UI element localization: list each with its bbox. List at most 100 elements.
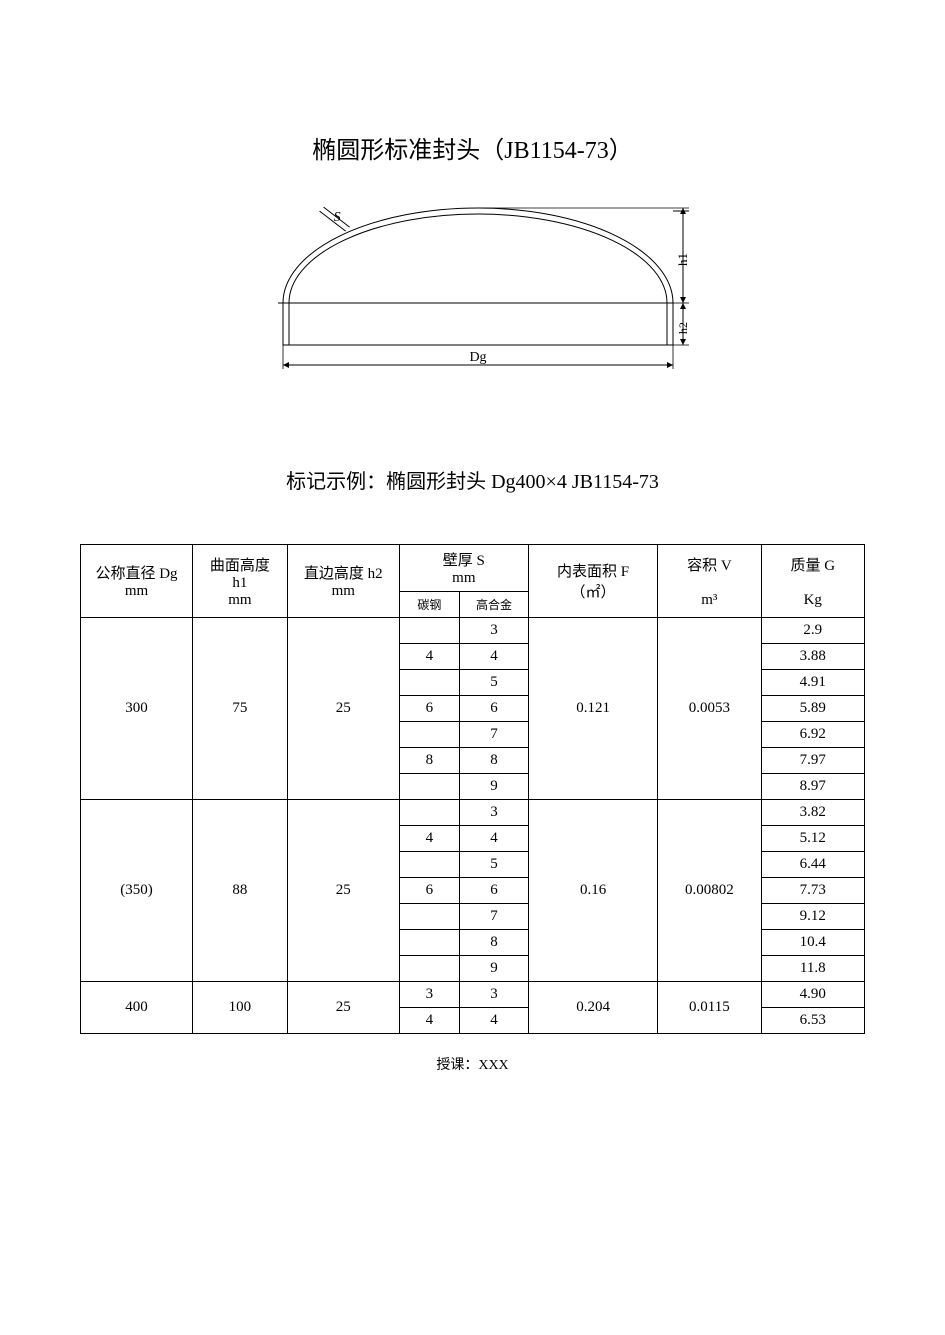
cell-s-carbon (399, 774, 459, 800)
col-h2-l1: 直边高度 h2 (304, 566, 383, 582)
cell-s-alloy: 4 (460, 644, 529, 670)
col-f-l2: （㎡） (571, 585, 616, 601)
cell-s-alloy: 9 (460, 774, 529, 800)
marking-example: 标记示例：椭圆形封头 Dg400×4 JB1154-73 (80, 465, 865, 494)
cell-s-alloy: 6 (460, 696, 529, 722)
col-s-carbon: 碳钢 (399, 592, 459, 618)
col-h2: 直边高度 h2 mm (287, 545, 399, 618)
svg-text:h1: h1 (675, 253, 690, 266)
col-dg-l2: mm (125, 583, 148, 599)
cell-s-carbon (399, 956, 459, 982)
col-s-alloy: 高合金 (460, 592, 529, 618)
col-v-l1: 容积 V (687, 558, 732, 574)
col-h1: 曲面高度 h1 mm (192, 545, 287, 618)
col-f: 内表面积 F （㎡） (528, 545, 657, 618)
col-v: 容积 V m³ (658, 545, 761, 618)
table-row: 300752530.1210.00532.9 (81, 618, 865, 644)
cell-g: 8.97 (761, 774, 864, 800)
cell-g: 6.53 (761, 1008, 864, 1034)
cell-dg: (350) (81, 800, 193, 982)
cell-s-alloy: 4 (460, 1008, 529, 1034)
elliptical-head-diagram: Sh1 h2 Dg (253, 195, 693, 385)
cell-v: 0.0053 (658, 618, 761, 800)
cell-f: 0.16 (528, 800, 657, 982)
cell-s-alloy: 3 (460, 618, 529, 644)
cell-g: 5.12 (761, 826, 864, 852)
svg-text:h2: h2 (676, 322, 690, 334)
footer-credit: 授课：XXX (80, 1054, 865, 1074)
col-h1-l1: 曲面高度 (210, 558, 270, 574)
table-header: 公称直径 Dg mm 曲面高度 h1 mm 直边高度 h2 mm 壁厚 S mm (81, 545, 865, 618)
cell-s-carbon: 6 (399, 696, 459, 722)
cell-s-alloy: 9 (460, 956, 529, 982)
table-row: 40010025330.2040.01154.90 (81, 982, 865, 1008)
table-body: 300752530.1210.00532.9443.8854.91665.897… (81, 618, 865, 1034)
cell-g: 2.9 (761, 618, 864, 644)
cell-s-carbon: 4 (399, 644, 459, 670)
cell-s-alloy: 3 (460, 800, 529, 826)
col-h1-l2: h1 (232, 575, 247, 591)
col-h2-l2: mm (332, 583, 355, 599)
svg-text:Dg: Dg (469, 350, 486, 365)
cell-g: 5.89 (761, 696, 864, 722)
cell-v: 0.00802 (658, 800, 761, 982)
col-g-l1: 质量 G (790, 558, 835, 574)
cell-h2: 25 (287, 618, 399, 800)
cell-h1: 75 (192, 618, 287, 800)
cell-s-alloy: 7 (460, 904, 529, 930)
cell-h2: 25 (287, 800, 399, 982)
cell-s-alloy: 5 (460, 852, 529, 878)
cell-g: 4.91 (761, 670, 864, 696)
cell-s-carbon (399, 930, 459, 956)
cell-s-alloy: 6 (460, 878, 529, 904)
cell-f: 0.121 (528, 618, 657, 800)
col-s-l1: 壁厚 S (443, 553, 485, 569)
cell-s-carbon (399, 722, 459, 748)
cell-s-alloy: 3 (460, 982, 529, 1008)
cell-g: 3.88 (761, 644, 864, 670)
cell-h1: 100 (192, 982, 287, 1034)
cell-s-carbon: 3 (399, 982, 459, 1008)
spec-table: 公称直径 Dg mm 曲面高度 h1 mm 直边高度 h2 mm 壁厚 S mm (80, 544, 865, 1034)
cell-s-alloy: 5 (460, 670, 529, 696)
diagram-container: Sh1 h2 Dg (80, 195, 865, 385)
col-g-l2: Kg (804, 592, 822, 608)
col-dg: 公称直径 Dg mm (81, 545, 193, 618)
cell-v: 0.0115 (658, 982, 761, 1034)
col-v-l2: m³ (701, 592, 717, 608)
cell-g: 4.90 (761, 982, 864, 1008)
cell-g: 7.97 (761, 748, 864, 774)
cell-g: 9.12 (761, 904, 864, 930)
cell-s-carbon (399, 904, 459, 930)
col-s: 壁厚 S mm (399, 545, 528, 592)
cell-s-carbon: 4 (399, 826, 459, 852)
cell-s-carbon (399, 852, 459, 878)
svg-text:S: S (333, 210, 340, 225)
cell-f: 0.204 (528, 982, 657, 1034)
table-row: (350)882530.160.008023.82 (81, 800, 865, 826)
col-s-l2: mm (452, 570, 475, 586)
cell-g: 11.8 (761, 956, 864, 982)
cell-g: 6.92 (761, 722, 864, 748)
cell-s-carbon (399, 618, 459, 644)
col-f-l1: 内表面积 F (557, 564, 629, 580)
cell-s-alloy: 8 (460, 930, 529, 956)
cell-s-carbon: 8 (399, 748, 459, 774)
page-title: 椭圆形标准封头（JB1154-73） (80, 130, 865, 165)
cell-s-carbon (399, 670, 459, 696)
cell-g: 6.44 (761, 852, 864, 878)
cell-dg: 300 (81, 618, 193, 800)
cell-h1: 88 (192, 800, 287, 982)
col-dg-l1: 公称直径 Dg (95, 566, 177, 582)
cell-g: 3.82 (761, 800, 864, 826)
cell-s-alloy: 7 (460, 722, 529, 748)
cell-dg: 400 (81, 982, 193, 1034)
cell-g: 7.73 (761, 878, 864, 904)
cell-s-carbon: 4 (399, 1008, 459, 1034)
cell-s-alloy: 8 (460, 748, 529, 774)
col-g: 质量 G Kg (761, 545, 864, 618)
cell-g: 10.4 (761, 930, 864, 956)
cell-s-carbon: 6 (399, 878, 459, 904)
cell-s-alloy: 4 (460, 826, 529, 852)
cell-s-carbon (399, 800, 459, 826)
